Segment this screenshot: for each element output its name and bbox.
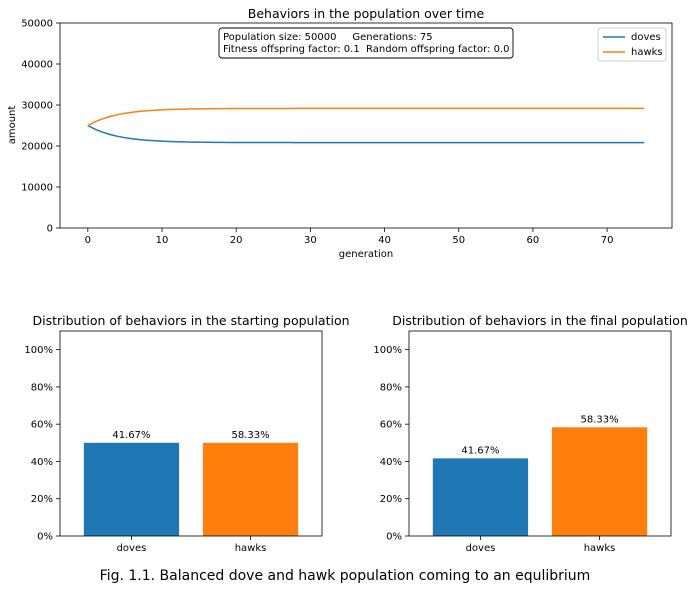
y-tick-label: 50000: [21, 19, 53, 30]
x-tick-label: 0: [85, 235, 91, 246]
y-tick-label: 30000: [21, 101, 53, 112]
y-tick-label: 20%: [380, 494, 402, 505]
line-chart-frame: [59, 22, 673, 229]
bar-hawks-start: [202, 442, 299, 536]
y-tick-label: 0%: [37, 532, 53, 543]
x-tick-label: 70: [601, 235, 614, 246]
y-tick-label: 40%: [380, 457, 402, 468]
line-chart-xlabel: generation: [339, 249, 393, 260]
bar-chart-final-population: Distribution of behaviors in the final p…: [373, 313, 687, 554]
y-tick-label: 20000: [21, 142, 53, 153]
y-tick-label: 0%: [386, 532, 402, 543]
bar-data-label: 41.67%: [461, 445, 499, 456]
bar-chart-start-frame: [59, 330, 323, 537]
y-tick-label: 100%: [24, 345, 53, 356]
x-tick-label: 60: [527, 235, 540, 246]
bar-doves-start: [83, 442, 180, 536]
legend: doves hawks: [597, 27, 667, 62]
series-line-hawks: [87, 107, 645, 127]
series-line-doves: [87, 124, 645, 144]
bar-doves-final: [432, 458, 529, 536]
y-tick-label: 80%: [380, 382, 402, 393]
y-tick-label: 60%: [31, 420, 53, 431]
bar-data-label: 58.33%: [580, 414, 618, 425]
y-tick-label: 20%: [31, 494, 53, 505]
line-chart-title: Behaviors in the population over time: [248, 6, 485, 21]
annotation-frame: [218, 27, 514, 59]
bar-hawks-final: [551, 427, 648, 536]
x-tick-label: hawks: [584, 543, 616, 554]
x-tick-label: hawks: [235, 543, 267, 554]
y-tick-label: 60%: [380, 420, 402, 431]
x-tick-label: 50: [452, 235, 465, 246]
y-tick-label: 100%: [373, 345, 402, 356]
y-tick-label: 10000: [21, 183, 53, 194]
y-tick-label: 40000: [21, 60, 53, 71]
bar-chart-start-title: Distribution of behaviors in the startin…: [32, 313, 349, 328]
bar-data-label: 41.67%: [112, 430, 150, 441]
x-tick-label: 40: [378, 235, 391, 246]
annotation-line-1: Population size: 50000 Generations: 75: [223, 32, 433, 43]
x-tick-label: doves: [117, 543, 147, 554]
bar-chart-final-title: Distribution of behaviors in the final p…: [392, 313, 688, 328]
y-tick-label: 80%: [31, 382, 53, 393]
bar-data-label: 58.33%: [231, 430, 269, 441]
x-tick-label: 10: [156, 235, 169, 246]
x-tick-label: 30: [304, 235, 317, 246]
y-tick-label: 40%: [31, 457, 53, 468]
annotation-line-2: Fitness offspring factor: 0.1 Random off…: [223, 44, 510, 55]
x-tick-label: 20: [230, 235, 243, 246]
line-chart-ylabel: amount: [7, 106, 18, 145]
figure-caption: Fig. 1.1. Balanced dove and hawk populat…: [99, 568, 591, 584]
bar-chart-final-frame: [408, 330, 672, 537]
y-tick-label: 0: [47, 224, 53, 235]
bar-chart-starting-population: Distribution of behaviors in the startin…: [24, 313, 349, 554]
legend-label-doves: doves: [631, 32, 661, 43]
x-tick-label: doves: [466, 543, 496, 554]
legend-label-hawks: hawks: [631, 47, 663, 58]
line-chart: Behaviors in the population over time 0 1…: [7, 6, 673, 260]
annotation-box: Population size: 50000 Generations: 75 F…: [218, 27, 514, 59]
